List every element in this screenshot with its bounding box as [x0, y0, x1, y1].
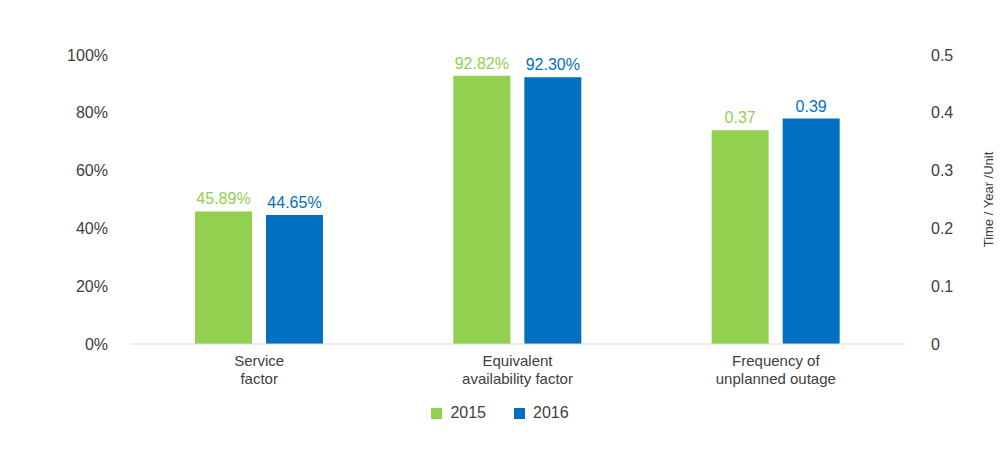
svg-text:20%: 20% — [76, 278, 108, 295]
svg-text:Frequency ofunplanned outage: Frequency ofunplanned outage — [716, 352, 836, 387]
svg-text:0: 0 — [931, 336, 940, 353]
svg-text:92.30%: 92.30% — [526, 56, 580, 73]
svg-text:0.39: 0.39 — [796, 98, 827, 115]
svg-text:Equivalentavailability factor: Equivalentavailability factor — [462, 352, 573, 387]
svg-text:0.37: 0.37 — [725, 109, 756, 126]
svg-text:60%: 60% — [76, 162, 108, 179]
svg-text:80%: 80% — [76, 104, 108, 121]
svg-text:45.89%: 45.89% — [196, 190, 250, 207]
svg-text:Servicefactor: Servicefactor — [234, 352, 284, 387]
svg-text:0%: 0% — [85, 336, 108, 353]
svg-text:44.65%: 44.65% — [267, 194, 321, 211]
svg-text:0.5: 0.5 — [931, 47, 953, 64]
svg-text:Time / Year /Unit: Time / Year /Unit — [981, 151, 992, 247]
svg-text:40%: 40% — [76, 220, 108, 237]
svg-text:0.2: 0.2 — [931, 220, 953, 237]
svg-text:0.3: 0.3 — [931, 162, 953, 179]
html-text:2015: 2015 — [450, 404, 486, 421]
svg-text:0.4: 0.4 — [931, 104, 953, 121]
svg-text:92.82%: 92.82% — [455, 55, 509, 72]
svg-text:0.1: 0.1 — [931, 278, 953, 295]
html-text:2016: 2016 — [533, 404, 569, 421]
svg-text:100%: 100% — [67, 47, 108, 64]
